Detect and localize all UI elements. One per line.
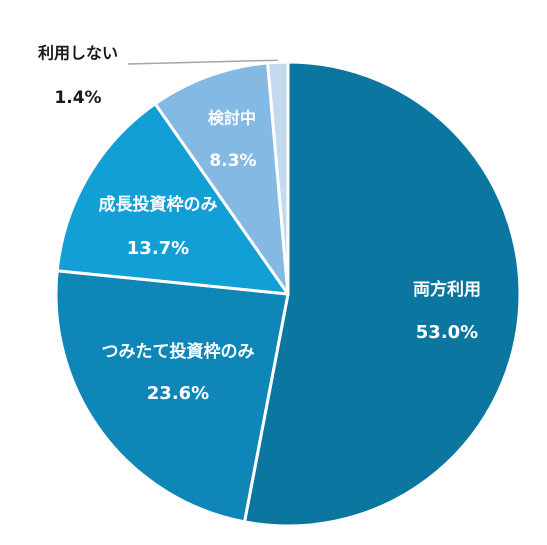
pie-slice-tsumitate-only	[54, 269, 290, 524]
pie-slice-growth-only	[55, 102, 290, 296]
slice-value-growth-only: 13.7%	[127, 238, 189, 259]
slice-label-growth-only: 成長投資枠のみ	[99, 194, 218, 215]
slice-value-not-using: 1.4%	[54, 88, 101, 108]
slice-label-considering: 検討中	[208, 109, 256, 128]
slice-label-tsumitate-only: つみたて投資枠のみ	[102, 341, 255, 362]
slice-label-both-use: 両方利用	[413, 279, 481, 300]
pie-slice-considering	[153, 61, 290, 296]
slice-value-both-use: 53.0%	[416, 322, 478, 343]
pie-slice-both-use	[243, 60, 522, 528]
slice-value-tsumitate-only: 23.6%	[147, 383, 209, 404]
slice-label-not-using: 利用しない	[38, 44, 118, 63]
slice-value-considering: 8.3%	[209, 151, 256, 171]
pie-slice-not-using	[266, 60, 290, 296]
leader-line-not-using	[127, 59, 278, 65]
